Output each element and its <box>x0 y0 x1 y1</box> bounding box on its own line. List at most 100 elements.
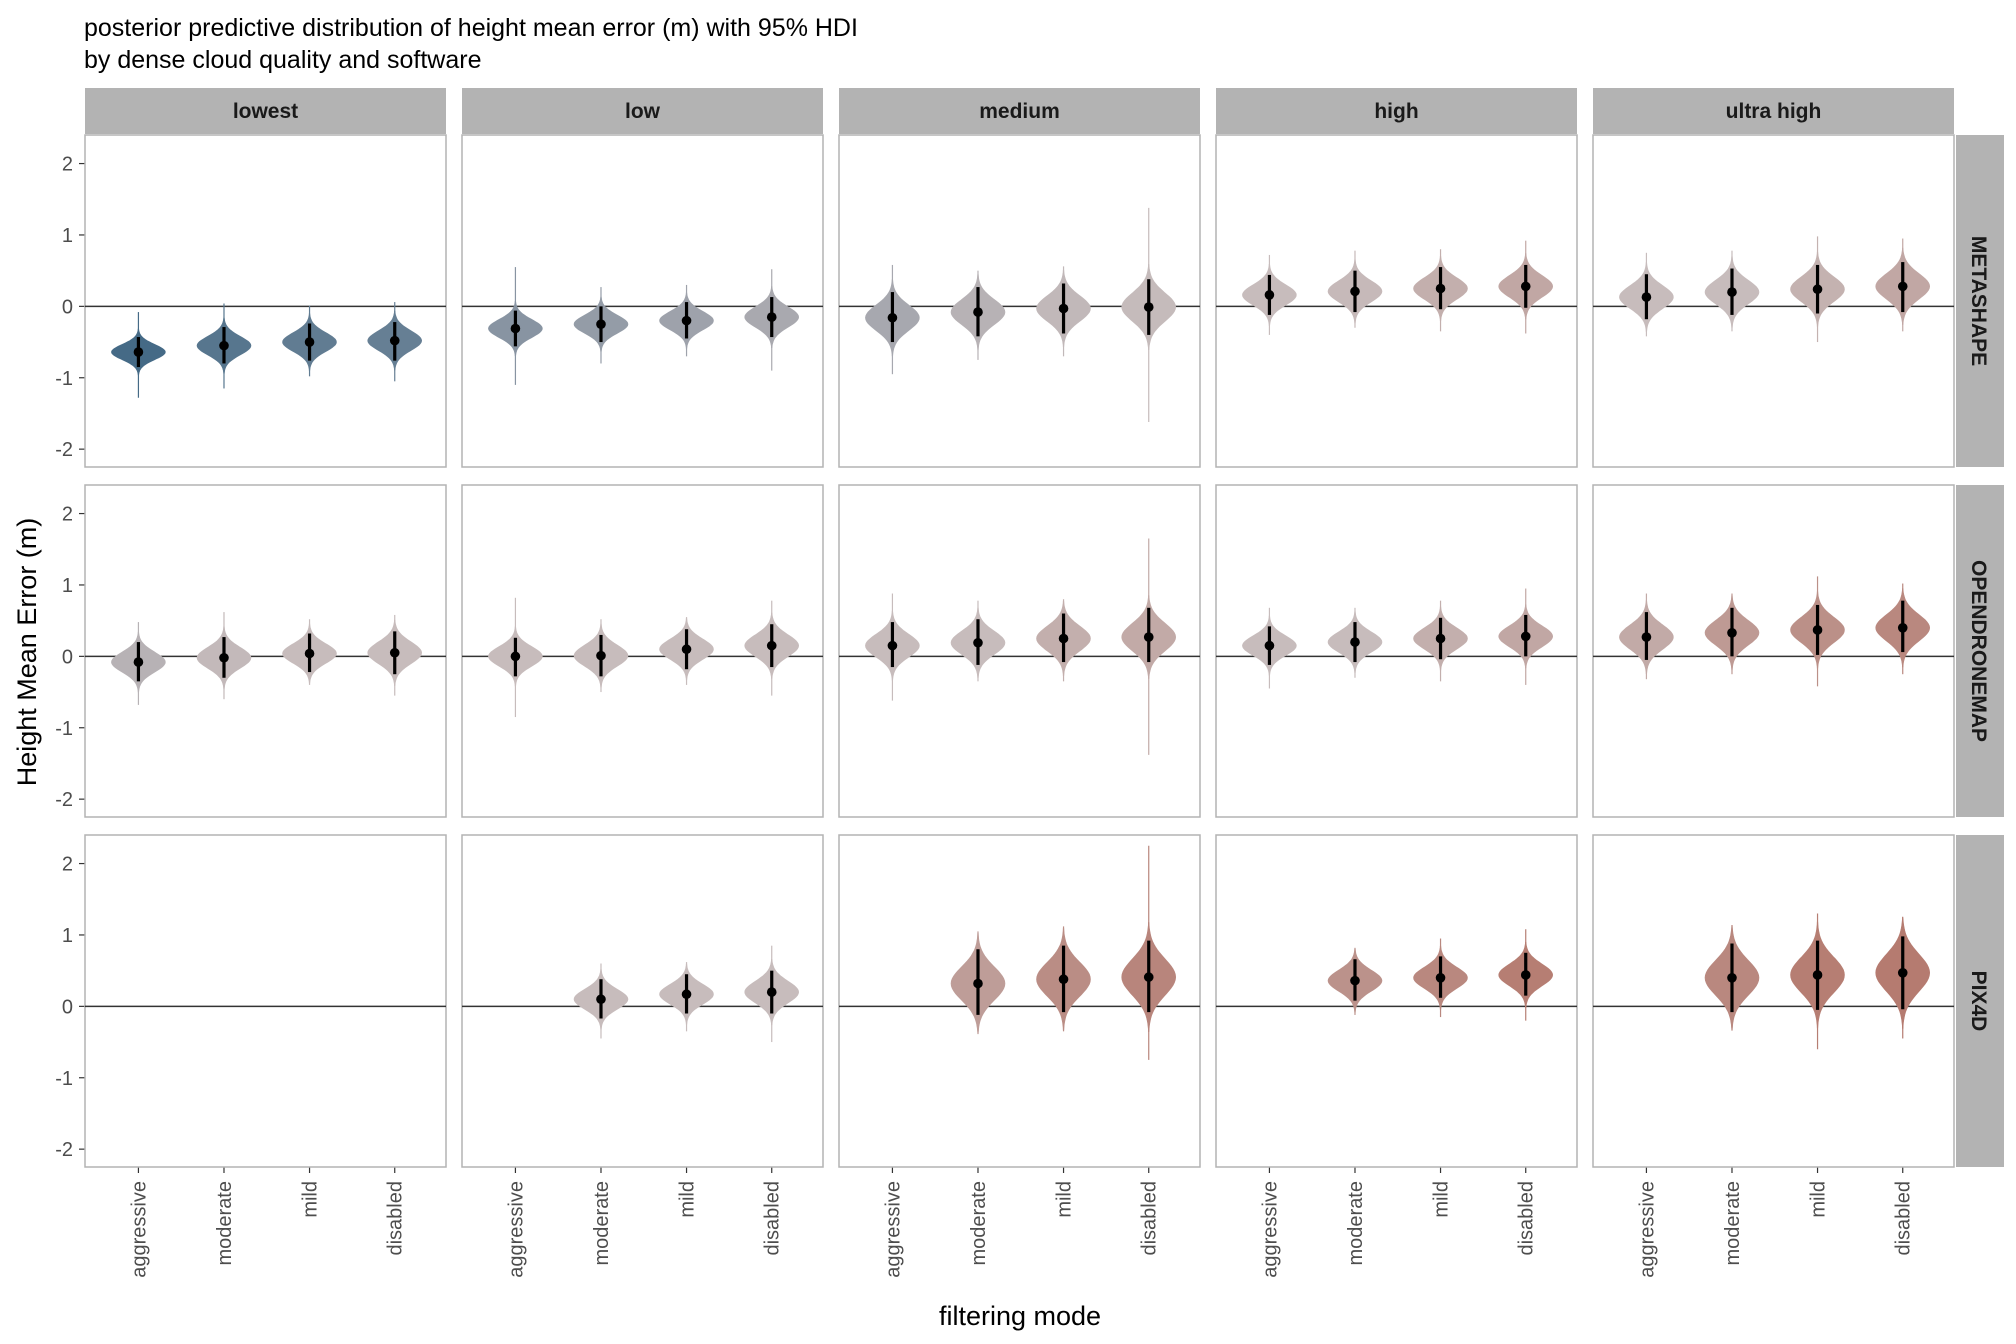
y-tick-label: 2 <box>62 854 73 876</box>
panel-pix4d-medium <box>838 834 1201 1168</box>
median-point-disabled <box>1143 632 1154 642</box>
panel-frame <box>1592 834 1955 1168</box>
y-tick-label: 0 <box>62 646 73 668</box>
y-tick-label: 2 <box>62 154 73 176</box>
median-point-moderate <box>596 994 606 1005</box>
x-tick-label-mild: mild <box>300 1181 322 1218</box>
row-strip-label-metashape: METASHAPE <box>1967 236 1990 366</box>
y-tick-label: -2 <box>55 789 73 811</box>
y-tick-label: 0 <box>62 996 73 1018</box>
median-point-moderate <box>973 307 983 317</box>
median-point-disabled <box>389 335 400 346</box>
x-tick-label-mild: mild <box>1808 1181 1830 1218</box>
x-tick-label-disabled: disabled <box>385 1181 407 1256</box>
median-point-mild <box>681 989 692 1000</box>
median-point-disabled <box>1897 622 1908 633</box>
row-strip-label-pix4d: PIX4D <box>1967 971 1990 1032</box>
y-tick-label: 1 <box>62 575 73 597</box>
median-point-aggressive <box>510 651 521 662</box>
y-tick-label: 1 <box>62 225 73 247</box>
panel-pix4d-low <box>461 834 824 1168</box>
row-strip-opendronemap <box>1956 485 2004 817</box>
panel-frame <box>84 134 447 468</box>
strip-label-ultra-high: ultra high <box>1726 100 1822 123</box>
median-point-disabled <box>1520 970 1531 980</box>
strip-low <box>462 88 823 134</box>
panel-metashape-lowest <box>84 134 447 468</box>
y-tick-label: -1 <box>55 368 73 390</box>
median-point-disabled <box>389 647 400 658</box>
strip-lowest <box>85 88 446 134</box>
y-tick-label: -1 <box>55 718 73 740</box>
median-point-moderate <box>1727 627 1737 638</box>
median-point-moderate <box>219 340 229 351</box>
y-axis-title: Height Mean Error (m) <box>12 518 42 787</box>
median-point-aggressive <box>1264 640 1275 651</box>
panel-frame <box>84 834 447 1168</box>
strip-label-low: low <box>625 100 661 123</box>
median-point-disabled <box>1897 281 1908 292</box>
row-strip-metashape <box>1956 135 2004 467</box>
panel-opendronemap-low <box>461 484 824 818</box>
median-point-aggressive <box>1641 632 1652 642</box>
median-point-moderate <box>596 319 606 330</box>
panel-pix4d-lowest <box>84 834 447 1168</box>
x-tick-label-disabled: disabled <box>762 1181 784 1256</box>
median-point-mild <box>1058 974 1069 985</box>
median-point-aggressive <box>887 640 898 651</box>
median-point-aggressive <box>133 347 144 357</box>
x-tick-label-mild: mild <box>1054 1181 1076 1218</box>
panel-opendronemap-lowest <box>84 484 447 818</box>
chart-subtitle: by dense cloud quality and software <box>84 46 481 74</box>
strip-ultra-high <box>1593 88 1954 134</box>
median-point-disabled <box>766 987 777 997</box>
median-point-aggressive <box>1264 290 1275 300</box>
median-point-mild <box>304 337 315 347</box>
panel-pix4d-ultra-high <box>1592 834 1955 1168</box>
median-point-disabled <box>1143 972 1154 982</box>
median-point-aggressive <box>1641 292 1652 302</box>
x-tick-label-moderate: moderate <box>214 1181 236 1266</box>
row-strip-label-opendronemap: OPENDRONEMAP <box>1967 560 1990 742</box>
strip-label-lowest: lowest <box>233 100 298 123</box>
median-point-moderate <box>1350 975 1360 986</box>
panel-frame <box>461 134 824 468</box>
median-point-disabled <box>1520 631 1531 642</box>
median-point-moderate <box>219 652 229 663</box>
panel-frame <box>1215 834 1578 1168</box>
median-point-mild <box>1812 625 1823 635</box>
median-point-moderate <box>973 978 983 989</box>
panel-metashape-high <box>1215 134 1578 468</box>
median-point-mild <box>1058 303 1069 314</box>
x-tick-label-mild: mild <box>1431 1181 1453 1218</box>
median-point-disabled <box>766 312 777 322</box>
median-point-moderate <box>1350 286 1360 297</box>
median-point-moderate <box>973 637 983 648</box>
median-point-aggressive <box>510 323 521 334</box>
facet-grid: lowest low medium high ultra high METASHAPE OP… <box>55 88 2004 1278</box>
median-point-aggressive <box>133 657 144 667</box>
median-point-moderate <box>596 650 606 661</box>
x-tick-label-disabled: disabled <box>1139 1181 1161 1256</box>
median-point-mild <box>1435 972 1446 983</box>
x-tick-label-moderate: moderate <box>968 1181 990 1266</box>
median-point-disabled <box>766 640 777 651</box>
y-tick-label: -2 <box>55 439 73 461</box>
panel-opendronemap-medium <box>838 484 1201 818</box>
y-tick-label: -2 <box>55 1139 73 1161</box>
panel-opendronemap-ultra-high <box>1592 484 1955 818</box>
strip-medium <box>839 88 1200 134</box>
strip-high <box>1216 88 1577 134</box>
chart-title: posterior predictive distribution of hei… <box>84 14 858 42</box>
median-point-mild <box>304 648 315 659</box>
median-point-mild <box>1435 283 1446 294</box>
panel-metashape-ultra-high <box>1592 134 1955 468</box>
median-point-mild <box>1435 633 1446 644</box>
x-tick-label-moderate: moderate <box>1722 1181 1744 1266</box>
x-tick-label-aggressive: aggressive <box>1636 1181 1658 1278</box>
strip-label-medium: medium <box>979 100 1060 123</box>
median-point-disabled <box>1897 967 1908 978</box>
median-point-mild <box>1058 633 1069 644</box>
median-point-moderate <box>1350 637 1360 647</box>
